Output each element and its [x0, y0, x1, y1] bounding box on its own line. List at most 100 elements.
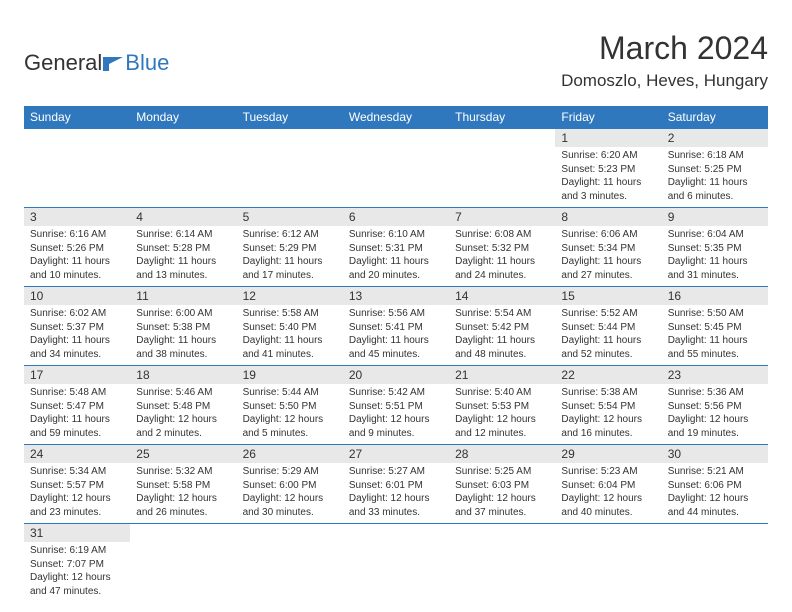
day-sunrise: Sunrise: 5:50 AM — [668, 307, 762, 321]
day-details: Sunrise: 5:40 AMSunset: 5:53 PMDaylight:… — [449, 384, 555, 444]
calendar-day-cell — [343, 524, 449, 603]
calendar-day-cell: 10Sunrise: 6:02 AMSunset: 5:37 PMDayligh… — [24, 287, 130, 366]
calendar-week-row: 17Sunrise: 5:48 AMSunset: 5:47 PMDayligh… — [24, 366, 768, 445]
day-daylight1: Daylight: 12 hours — [668, 492, 762, 506]
day-details: Sunrise: 5:27 AMSunset: 6:01 PMDaylight:… — [343, 463, 449, 523]
calendar-day-cell: 18Sunrise: 5:46 AMSunset: 5:48 PMDayligh… — [130, 366, 236, 445]
day-number: 7 — [449, 208, 555, 226]
calendar-day-cell: 9Sunrise: 6:04 AMSunset: 5:35 PMDaylight… — [662, 208, 768, 287]
calendar-day-cell: 19Sunrise: 5:44 AMSunset: 5:50 PMDayligh… — [237, 366, 343, 445]
day-daylight1: Daylight: 11 hours — [561, 334, 655, 348]
day-details: Sunrise: 5:25 AMSunset: 6:03 PMDaylight:… — [449, 463, 555, 523]
day-sunset: Sunset: 5:35 PM — [668, 242, 762, 256]
day-sunset: Sunset: 5:38 PM — [136, 321, 230, 335]
day-details: Sunrise: 6:10 AMSunset: 5:31 PMDaylight:… — [343, 226, 449, 286]
day-daylight1: Daylight: 11 hours — [561, 176, 655, 190]
day-daylight2: and 13 minutes. — [136, 269, 230, 283]
day-sunset: Sunset: 5:45 PM — [668, 321, 762, 335]
day-details: Sunrise: 5:29 AMSunset: 6:00 PMDaylight:… — [237, 463, 343, 523]
day-sunrise: Sunrise: 5:29 AM — [243, 465, 337, 479]
day-number: 29 — [555, 445, 661, 463]
day-sunrise: Sunrise: 6:16 AM — [30, 228, 124, 242]
day-daylight2: and 38 minutes. — [136, 348, 230, 362]
day-number: 9 — [662, 208, 768, 226]
day-details: Sunrise: 5:46 AMSunset: 5:48 PMDaylight:… — [130, 384, 236, 444]
day-details: Sunrise: 6:06 AMSunset: 5:34 PMDaylight:… — [555, 226, 661, 286]
day-daylight1: Daylight: 11 hours — [30, 255, 124, 269]
day-daylight1: Daylight: 11 hours — [136, 334, 230, 348]
day-number: 20 — [343, 366, 449, 384]
calendar-day-cell — [24, 129, 130, 208]
calendar-day-cell: 1Sunrise: 6:20 AMSunset: 5:23 PMDaylight… — [555, 129, 661, 208]
calendar-day-cell — [130, 129, 236, 208]
day-daylight1: Daylight: 12 hours — [349, 413, 443, 427]
logo-text-2: Blue — [125, 50, 169, 76]
day-sunset: Sunset: 5:42 PM — [455, 321, 549, 335]
day-daylight1: Daylight: 12 hours — [349, 492, 443, 506]
location: Domoszlo, Heves, Hungary — [561, 71, 768, 91]
day-daylight1: Daylight: 11 hours — [349, 255, 443, 269]
logo: General Blue — [24, 50, 169, 76]
day-number: 31 — [24, 524, 130, 542]
day-sunrise: Sunrise: 6:10 AM — [349, 228, 443, 242]
calendar-day-cell: 12Sunrise: 5:58 AMSunset: 5:40 PMDayligh… — [237, 287, 343, 366]
day-number: 11 — [130, 287, 236, 305]
day-daylight2: and 37 minutes. — [455, 506, 549, 520]
day-sunset: Sunset: 6:00 PM — [243, 479, 337, 493]
day-daylight2: and 2 minutes. — [136, 427, 230, 441]
day-sunrise: Sunrise: 6:19 AM — [30, 544, 124, 558]
day-daylight2: and 31 minutes. — [668, 269, 762, 283]
calendar-day-cell: 29Sunrise: 5:23 AMSunset: 6:04 PMDayligh… — [555, 445, 661, 524]
calendar-day-cell: 25Sunrise: 5:32 AMSunset: 5:58 PMDayligh… — [130, 445, 236, 524]
day-number: 19 — [237, 366, 343, 384]
day-number: 28 — [449, 445, 555, 463]
calendar-day-cell — [449, 129, 555, 208]
day-details: Sunrise: 6:14 AMSunset: 5:28 PMDaylight:… — [130, 226, 236, 286]
day-sunrise: Sunrise: 6:00 AM — [136, 307, 230, 321]
day-daylight1: Daylight: 11 hours — [30, 334, 124, 348]
day-sunrise: Sunrise: 5:34 AM — [30, 465, 124, 479]
day-number: 12 — [237, 287, 343, 305]
day-daylight2: and 55 minutes. — [668, 348, 762, 362]
day-sunset: Sunset: 5:53 PM — [455, 400, 549, 414]
day-sunrise: Sunrise: 6:20 AM — [561, 149, 655, 163]
day-sunset: Sunset: 5:31 PM — [349, 242, 443, 256]
day-sunset: Sunset: 7:07 PM — [30, 558, 124, 572]
day-sunset: Sunset: 6:03 PM — [455, 479, 549, 493]
day-details: Sunrise: 6:08 AMSunset: 5:32 PMDaylight:… — [449, 226, 555, 286]
calendar-day-cell: 20Sunrise: 5:42 AMSunset: 5:51 PMDayligh… — [343, 366, 449, 445]
day-number: 1 — [555, 129, 661, 147]
calendar-day-cell: 27Sunrise: 5:27 AMSunset: 6:01 PMDayligh… — [343, 445, 449, 524]
day-sunset: Sunset: 6:01 PM — [349, 479, 443, 493]
day-daylight1: Daylight: 12 hours — [30, 492, 124, 506]
title-block: March 2024 Domoszlo, Heves, Hungary — [561, 30, 768, 91]
day-daylight1: Daylight: 11 hours — [243, 334, 337, 348]
day-details: Sunrise: 5:56 AMSunset: 5:41 PMDaylight:… — [343, 305, 449, 365]
day-header: Saturday — [662, 106, 768, 129]
day-sunrise: Sunrise: 5:40 AM — [455, 386, 549, 400]
day-sunrise: Sunrise: 5:23 AM — [561, 465, 655, 479]
day-sunrise: Sunrise: 5:25 AM — [455, 465, 549, 479]
day-daylight1: Daylight: 12 hours — [243, 413, 337, 427]
day-details: Sunrise: 5:23 AMSunset: 6:04 PMDaylight:… — [555, 463, 661, 523]
day-number: 5 — [237, 208, 343, 226]
day-sunrise: Sunrise: 6:04 AM — [668, 228, 762, 242]
calendar-day-cell: 3Sunrise: 6:16 AMSunset: 5:26 PMDaylight… — [24, 208, 130, 287]
day-details: Sunrise: 5:32 AMSunset: 5:58 PMDaylight:… — [130, 463, 236, 523]
month-title: March 2024 — [561, 30, 768, 67]
calendar-day-cell: 23Sunrise: 5:36 AMSunset: 5:56 PMDayligh… — [662, 366, 768, 445]
day-daylight2: and 48 minutes. — [455, 348, 549, 362]
calendar-day-cell — [237, 524, 343, 603]
day-daylight1: Daylight: 12 hours — [136, 413, 230, 427]
day-number: 25 — [130, 445, 236, 463]
day-sunrise: Sunrise: 6:12 AM — [243, 228, 337, 242]
day-sunset: Sunset: 5:57 PM — [30, 479, 124, 493]
day-number: 16 — [662, 287, 768, 305]
calendar-day-cell — [237, 129, 343, 208]
day-daylight1: Daylight: 12 hours — [668, 413, 762, 427]
day-sunset: Sunset: 5:32 PM — [455, 242, 549, 256]
day-details: Sunrise: 5:44 AMSunset: 5:50 PMDaylight:… — [237, 384, 343, 444]
day-daylight1: Daylight: 12 hours — [561, 413, 655, 427]
calendar-table: Sunday Monday Tuesday Wednesday Thursday… — [24, 106, 768, 602]
day-sunrise: Sunrise: 5:42 AM — [349, 386, 443, 400]
